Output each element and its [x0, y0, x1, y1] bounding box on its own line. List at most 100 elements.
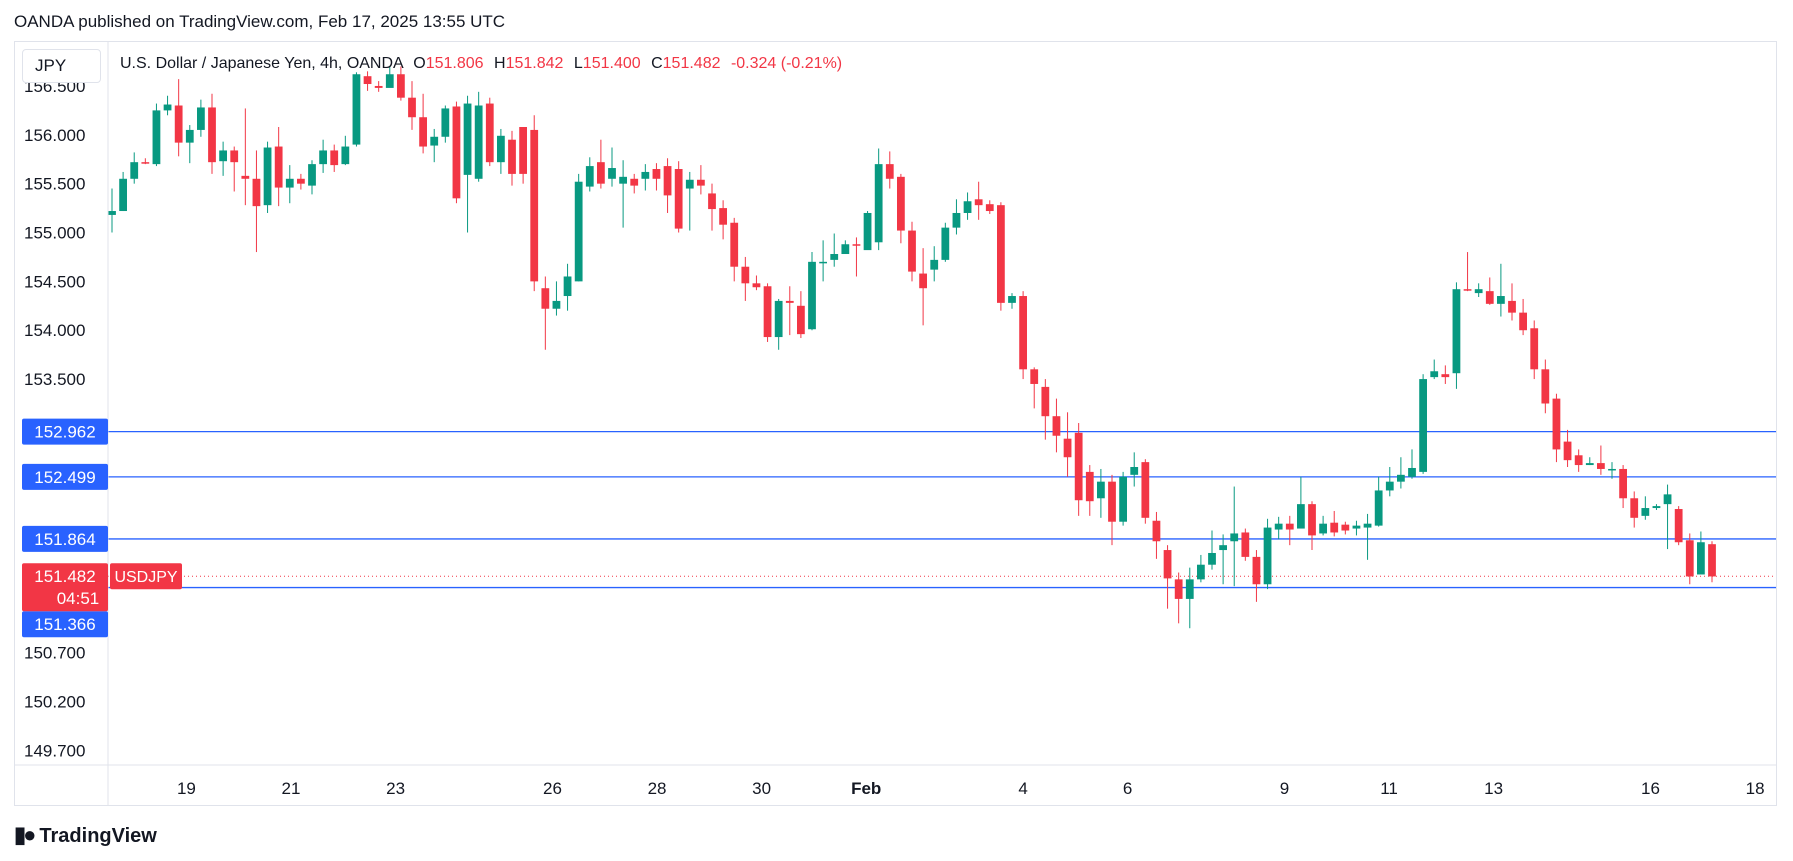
candle-body	[1419, 379, 1427, 472]
publisher-line: OANDA published on TradingView.com, Feb …	[14, 12, 506, 31]
candle-body	[885, 164, 894, 179]
candle-body	[1497, 296, 1505, 304]
candle-body	[1574, 455, 1583, 466]
close-value: 151.482	[662, 55, 721, 72]
chart-frame	[14, 41, 1777, 806]
low-value: 151.400	[582, 55, 641, 72]
candle-body	[863, 212, 872, 251]
candle-body	[1163, 550, 1172, 579]
candle-body	[441, 108, 450, 137]
level-price-label-bg	[22, 525, 108, 552]
candle-body	[419, 117, 427, 147]
level-price-label: 152.499	[34, 468, 95, 487]
candle-body	[1608, 468, 1616, 471]
candle-body	[852, 244, 861, 246]
x-tick-label: 11	[1380, 779, 1398, 798]
y-tick-label: 156.000	[24, 126, 85, 145]
x-tick-label: 13	[1484, 779, 1503, 798]
candle-body	[619, 176, 627, 184]
candle-body	[252, 178, 261, 207]
candle-body	[585, 166, 594, 187]
y-tick-label: 150.700	[24, 644, 85, 663]
candle-body	[808, 261, 816, 330]
candle-body	[1352, 525, 1361, 529]
candle-body	[597, 162, 605, 184]
candle-body	[997, 205, 1005, 303]
ohlc-legend: U.S. Dollar / Japanese Yen, 4h, OANDA O1…	[120, 55, 842, 73]
candle-body	[1185, 579, 1194, 599]
candle-body	[685, 179, 694, 189]
bar-countdown: 04:51	[57, 589, 100, 608]
open-value: 151.806	[425, 55, 484, 72]
candle-body	[141, 162, 150, 164]
candle-body	[219, 150, 227, 162]
candle-body	[1152, 520, 1161, 542]
candle-body	[541, 288, 550, 309]
candle-body	[719, 208, 727, 225]
candle-body	[1674, 509, 1683, 543]
candle-body	[452, 106, 461, 199]
candle-body	[974, 199, 983, 206]
candle-body	[874, 164, 883, 243]
instrument-title: U.S. Dollar / Japanese Yen, 4h, OANDA	[120, 55, 403, 72]
candle-body	[1252, 556, 1261, 585]
candle-body	[1108, 481, 1116, 522]
candle-body	[474, 105, 483, 179]
x-tick-label: 30	[752, 779, 771, 798]
footer-brand: TradingView	[39, 825, 157, 847]
candle-body	[1474, 289, 1483, 294]
candle-body	[1119, 476, 1127, 522]
x-tick-label: 28	[648, 779, 667, 798]
x-tick-label: 16	[1641, 779, 1660, 798]
level-price-label: 151.366	[34, 615, 95, 634]
high-value: 151.842	[505, 55, 564, 72]
candle-body	[1374, 490, 1383, 526]
y-tick-label: 155.500	[24, 175, 85, 194]
candle-body	[574, 181, 583, 282]
x-tick-label: 23	[386, 779, 405, 798]
candle-body	[674, 169, 683, 229]
level-lines	[108, 430, 1776, 589]
candle-body	[630, 178, 639, 186]
candle-body	[397, 74, 405, 98]
candle-body	[174, 105, 183, 143]
candle-body	[1430, 371, 1439, 378]
candle-body	[1030, 369, 1039, 384]
candle-body	[1519, 312, 1527, 331]
low-key: L	[573, 55, 583, 72]
candle-body	[263, 147, 272, 206]
x-tick-label: 6	[1123, 779, 1132, 798]
candle-body	[319, 150, 327, 165]
current-price-badge-bg	[22, 563, 108, 612]
candle-body	[1208, 552, 1216, 565]
candle-body	[119, 178, 127, 212]
candle-body	[1330, 522, 1339, 533]
candle-body	[185, 129, 194, 143]
candle-body	[274, 146, 283, 188]
x-tick-label: 21	[282, 779, 301, 798]
candle-body	[285, 178, 294, 188]
candle-body	[897, 176, 905, 231]
candle-body	[1174, 579, 1183, 599]
y-tick-label: 155.000	[24, 224, 85, 243]
level-price-label: 151.864	[34, 530, 95, 549]
currency-label[interactable]: JPY	[22, 49, 101, 83]
candle-body	[1541, 369, 1550, 404]
candle-body	[1530, 328, 1539, 370]
candle-body	[1130, 467, 1139, 475]
y-tick-label: 153.500	[24, 370, 85, 389]
x-tick-label: 19	[177, 779, 196, 798]
candle-body	[352, 74, 361, 145]
candle-body	[408, 97, 416, 118]
candle-body	[708, 193, 716, 210]
candle-body	[1597, 463, 1605, 469]
candle-body	[130, 162, 139, 179]
x-tick-label: 26	[543, 779, 562, 798]
candle-body	[919, 273, 927, 289]
tradingview-logo[interactable]: ▮● TradingView	[14, 822, 157, 848]
candle-body	[1063, 438, 1072, 458]
close-key: C	[651, 55, 663, 72]
x-axis-labels: 19 21 23 26 28 30 Feb 4 6 9 11 13 16 18	[177, 779, 1765, 798]
candle-body	[297, 178, 305, 184]
